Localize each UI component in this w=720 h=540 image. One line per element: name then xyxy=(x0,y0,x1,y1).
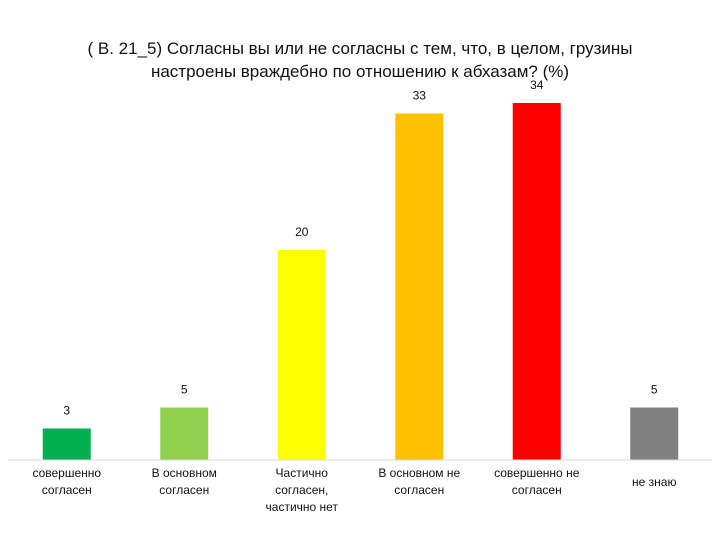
category-label-3: Частично согласен, частично нет xyxy=(266,466,339,514)
bar-1 xyxy=(42,428,91,460)
bar-2 xyxy=(160,407,209,460)
category-label-line: согласен xyxy=(42,483,92,497)
category-label-line: согласен xyxy=(159,483,209,497)
bar-3 xyxy=(277,250,326,460)
category-label-line: согласен xyxy=(512,483,562,497)
category-label-2: В основном согласен xyxy=(152,466,217,497)
chart-title-line-1: ( B. 21_5) Согласны вы или не согласны с… xyxy=(88,39,633,58)
category-label-line: Частично xyxy=(276,466,329,480)
value-label-2: 5 xyxy=(181,383,188,397)
value-label-6: 5 xyxy=(651,383,658,397)
bars-group xyxy=(42,103,679,460)
bar-4 xyxy=(395,113,444,460)
category-label-line: В основном не xyxy=(378,466,460,480)
category-label-4: В основном не согласен xyxy=(378,466,460,497)
category-label-line: В основном xyxy=(152,466,217,480)
value-label-4: 33 xyxy=(413,89,427,103)
category-label-line: частично нет xyxy=(266,500,339,514)
category-label-1: совершенно согласен xyxy=(32,466,101,497)
category-label-line: не знаю xyxy=(632,475,676,489)
bar-6 xyxy=(630,407,679,460)
category-label-line: согласен xyxy=(394,483,444,497)
chart-title-line-2: настроены враждебно по отношению к абхаз… xyxy=(151,62,569,81)
value-label-1: 3 xyxy=(63,404,70,418)
category-label-6: не знаю xyxy=(632,475,676,489)
category-label-line: совершенно не xyxy=(494,466,580,480)
value-labels-group: 3 5 20 33 34 5 xyxy=(63,78,658,418)
category-labels-group: совершенно согласен В основном согласен Част… xyxy=(32,466,676,514)
category-label-line: совершенно xyxy=(32,466,101,480)
category-label-line: согласен, xyxy=(275,483,328,497)
value-label-3: 20 xyxy=(295,225,309,239)
bar-5 xyxy=(512,103,561,460)
category-label-5: совершенно не согласен xyxy=(494,466,580,497)
value-label-5: 34 xyxy=(530,78,544,92)
